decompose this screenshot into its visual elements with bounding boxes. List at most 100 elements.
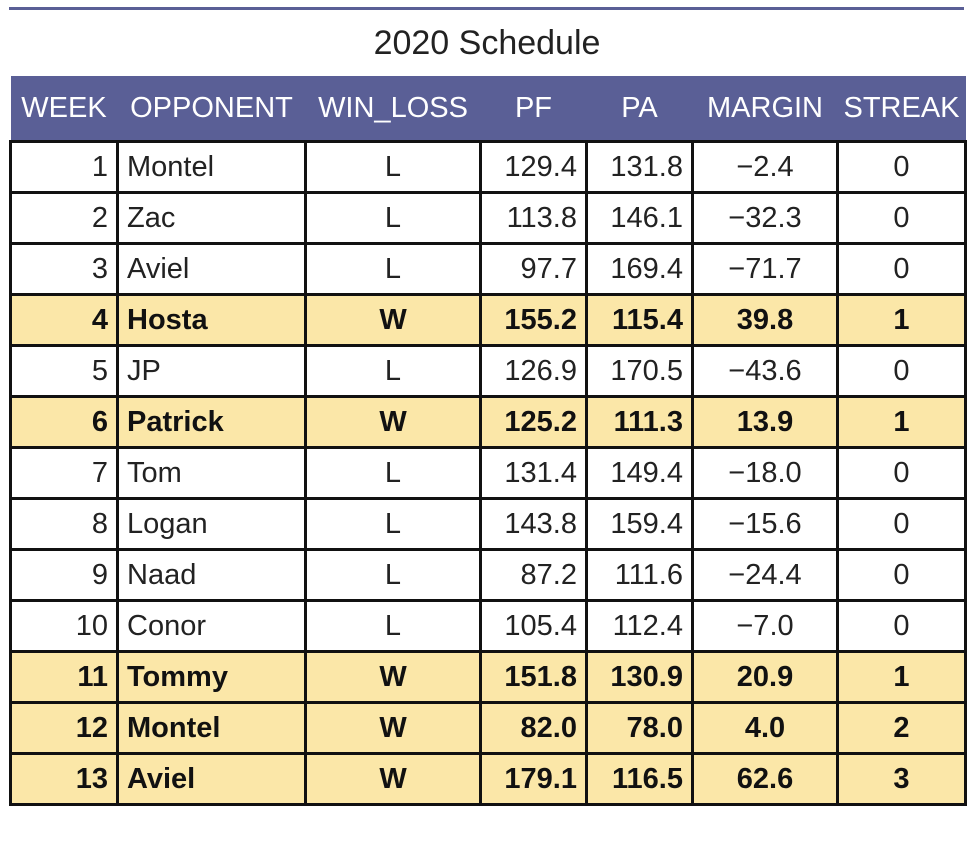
cell-streak: 0 <box>836 548 967 602</box>
top-rule <box>9 7 964 10</box>
cell-pa: 111.3 <box>585 395 694 449</box>
cell-margin: −7.0 <box>691 599 839 653</box>
cell-pa: 111.6 <box>585 548 694 602</box>
cell-week: 9 <box>9 548 119 602</box>
cell-week: 10 <box>9 599 119 653</box>
cell-streak: 1 <box>836 650 967 704</box>
cell-pf: 151.8 <box>479 650 588 704</box>
cell-opponent: JP <box>116 344 307 398</box>
cell-pa: 130.9 <box>585 650 694 704</box>
cell-pf: 155.2 <box>479 293 588 347</box>
cell-streak: 0 <box>836 140 967 194</box>
cell-week: 12 <box>9 701 119 755</box>
table-row: 4 Hosta W 155.2 115.4 39.8 1 <box>9 293 967 347</box>
cell-win-loss: L <box>304 191 482 245</box>
cell-week: 13 <box>9 752 119 806</box>
column-header-streak: STREAK <box>837 76 966 142</box>
cell-opponent: Aviel <box>116 242 307 296</box>
cell-margin: 4.0 <box>691 701 839 755</box>
cell-streak: 0 <box>836 344 967 398</box>
cell-streak: 0 <box>836 497 967 551</box>
cell-week: 3 <box>9 242 119 296</box>
cell-pa: 131.8 <box>585 140 694 194</box>
cell-pf: 179.1 <box>479 752 588 806</box>
cell-pf: 125.2 <box>479 395 588 449</box>
cell-pf: 126.9 <box>479 344 588 398</box>
cell-win-loss: L <box>304 599 482 653</box>
cell-pa: 112.4 <box>585 599 694 653</box>
cell-week: 6 <box>9 395 119 449</box>
cell-opponent: Patrick <box>116 395 307 449</box>
cell-win-loss: L <box>304 140 482 194</box>
cell-margin: −18.0 <box>691 446 839 500</box>
cell-margin: −43.6 <box>691 344 839 398</box>
cell-margin: 62.6 <box>691 752 839 806</box>
header-row: WEEK OPPONENT WIN_LOSS PF PA MARGIN STRE… <box>10 76 966 142</box>
cell-win-loss: W <box>304 395 482 449</box>
cell-pf: 87.2 <box>479 548 588 602</box>
cell-opponent: Hosta <box>116 293 307 347</box>
cell-opponent: Montel <box>116 140 307 194</box>
cell-opponent: Montel <box>116 701 307 755</box>
table-row: 8 Logan L 143.8 159.4 −15.6 0 <box>9 497 967 551</box>
cell-pf: 131.4 <box>479 446 588 500</box>
cell-win-loss: W <box>304 650 482 704</box>
table-row: 7 Tom L 131.4 149.4 −18.0 0 <box>9 446 967 500</box>
cell-pf: 143.8 <box>479 497 588 551</box>
column-header-pf: PF <box>480 76 587 142</box>
cell-win-loss: L <box>304 344 482 398</box>
column-header-win-loss: WIN_LOSS <box>305 76 481 142</box>
table-row: 3 Aviel L 97.7 169.4 −71.7 0 <box>9 242 967 296</box>
table-row: 2 Zac L 113.8 146.1 −32.3 0 <box>9 191 967 245</box>
cell-win-loss: W <box>304 293 482 347</box>
cell-pf: 97.7 <box>479 242 588 296</box>
cell-opponent: Logan <box>116 497 307 551</box>
cell-pf: 105.4 <box>479 599 588 653</box>
cell-week: 8 <box>9 497 119 551</box>
cell-opponent: Zac <box>116 191 307 245</box>
cell-pa: 159.4 <box>585 497 694 551</box>
column-header-week: WEEK <box>10 76 118 142</box>
column-header-margin: MARGIN <box>692 76 838 142</box>
table-row: 12 Montel W 82.0 78.0 4.0 2 <box>9 701 967 755</box>
cell-opponent: Conor <box>116 599 307 653</box>
cell-win-loss: W <box>304 701 482 755</box>
column-header-opponent: OPPONENT <box>117 76 306 142</box>
cell-margin: −71.7 <box>691 242 839 296</box>
cell-margin: 39.8 <box>691 293 839 347</box>
page-title: 2020 Schedule <box>373 24 601 62</box>
cell-pa: 169.4 <box>585 242 694 296</box>
cell-streak: 1 <box>836 395 967 449</box>
cell-pf: 113.8 <box>479 191 588 245</box>
cell-streak: 3 <box>836 752 967 806</box>
table-row: 5 JP L 126.9 170.5 −43.6 0 <box>9 344 967 398</box>
table-row: 13 Aviel W 179.1 116.5 62.6 3 <box>9 752 967 806</box>
cell-week: 7 <box>9 446 119 500</box>
cell-streak: 0 <box>836 599 967 653</box>
cell-streak: 0 <box>836 446 967 500</box>
cell-pf: 82.0 <box>479 701 588 755</box>
cell-opponent: Tommy <box>116 650 307 704</box>
cell-streak: 0 <box>836 242 967 296</box>
cell-win-loss: L <box>304 242 482 296</box>
cell-week: 1 <box>9 140 119 194</box>
cell-opponent: Aviel <box>116 752 307 806</box>
cell-margin: −2.4 <box>691 140 839 194</box>
cell-opponent: Naad <box>116 548 307 602</box>
cell-pf: 129.4 <box>479 140 588 194</box>
cell-week: 4 <box>9 293 119 347</box>
cell-margin: 20.9 <box>691 650 839 704</box>
table-row: 6 Patrick W 125.2 111.3 13.9 1 <box>9 395 967 449</box>
cell-week: 5 <box>9 344 119 398</box>
cell-margin: 13.9 <box>691 395 839 449</box>
table-row: 10 Conor L 105.4 112.4 −7.0 0 <box>9 599 967 653</box>
cell-win-loss: W <box>304 752 482 806</box>
cell-streak: 2 <box>836 701 967 755</box>
cell-pa: 115.4 <box>585 293 694 347</box>
column-header-pa: PA <box>586 76 693 142</box>
cell-pa: 149.4 <box>585 446 694 500</box>
cell-pa: 146.1 <box>585 191 694 245</box>
cell-margin: −24.4 <box>691 548 839 602</box>
cell-margin: −15.6 <box>691 497 839 551</box>
cell-pa: 78.0 <box>585 701 694 755</box>
